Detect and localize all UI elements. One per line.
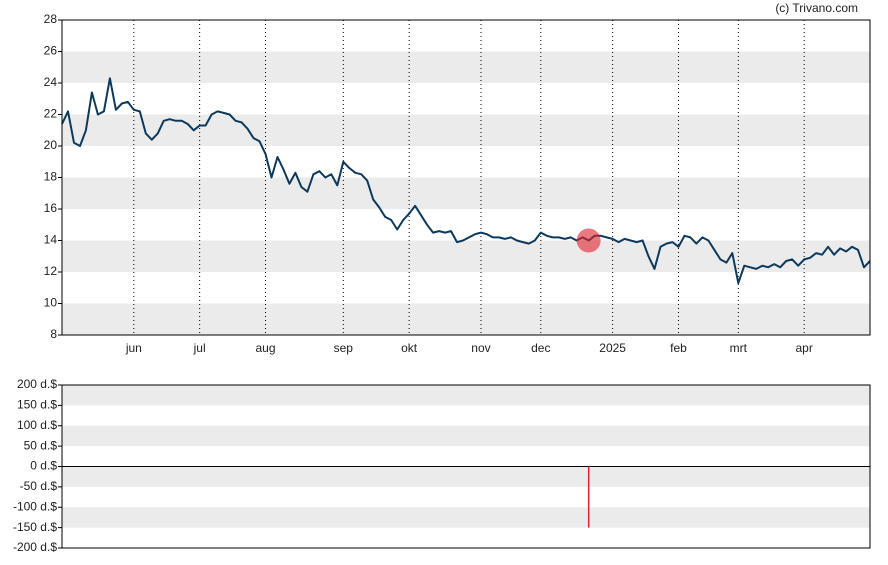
x-tick-label: sep — [334, 341, 354, 355]
y-tick-label: -200 d.$ — [13, 540, 57, 554]
y-tick-label: 20 — [44, 138, 58, 152]
y-tick-label: 150 d.$ — [17, 398, 57, 412]
y-tick-label: -150 d.$ — [13, 520, 57, 534]
y-tick-label: 14 — [44, 233, 58, 247]
y-tick-label: 26 — [44, 44, 58, 58]
y-tick-label: 10 — [44, 296, 58, 310]
x-tick-label: okt — [401, 341, 418, 355]
grid-band — [62, 303, 870, 335]
x-tick-label: mrt — [730, 341, 748, 355]
y-tick-label: 200 d.$ — [17, 377, 57, 391]
y-tick-label: 12 — [44, 264, 58, 278]
price-line — [61, 77, 871, 284]
grid-band — [62, 466, 870, 487]
x-tick-label: dec — [531, 341, 550, 355]
y-tick-label: 28 — [44, 12, 58, 26]
grid-band — [62, 385, 870, 406]
y-tick-label: 8 — [50, 327, 57, 341]
x-tick-label: apr — [795, 341, 812, 355]
grid-band — [62, 425, 870, 447]
grid-band — [62, 114, 870, 146]
event-marker — [576, 228, 601, 253]
x-tick-label: jul — [193, 341, 206, 355]
x-tick-label: aug — [255, 341, 275, 355]
plot-border — [61, 19, 871, 336]
y-tick-label: 16 — [44, 201, 58, 215]
y-tick-label: 18 — [44, 170, 58, 184]
y-tick-label: 0 d.$ — [30, 459, 57, 473]
y-tick-label: 24 — [44, 75, 58, 89]
x-tick-label: jun — [125, 341, 142, 355]
x-tick-label: 2025 — [599, 341, 626, 355]
grid-band — [62, 51, 870, 83]
source: (c) Trivano.com — [775, 1, 858, 15]
y-tick-label: 100 d.$ — [17, 418, 57, 432]
x-tick-label: nov — [471, 341, 490, 355]
y-tick-label: 22 — [44, 107, 58, 121]
y-tick-label: -50 d.$ — [20, 479, 58, 493]
plot-border — [61, 384, 871, 549]
grid-band — [62, 507, 870, 528]
grid-band — [62, 177, 870, 209]
y-tick-label: 50 d.$ — [24, 438, 58, 452]
x-tick-label: feb — [670, 341, 687, 355]
y-tick-label: -100 d.$ — [13, 499, 57, 513]
